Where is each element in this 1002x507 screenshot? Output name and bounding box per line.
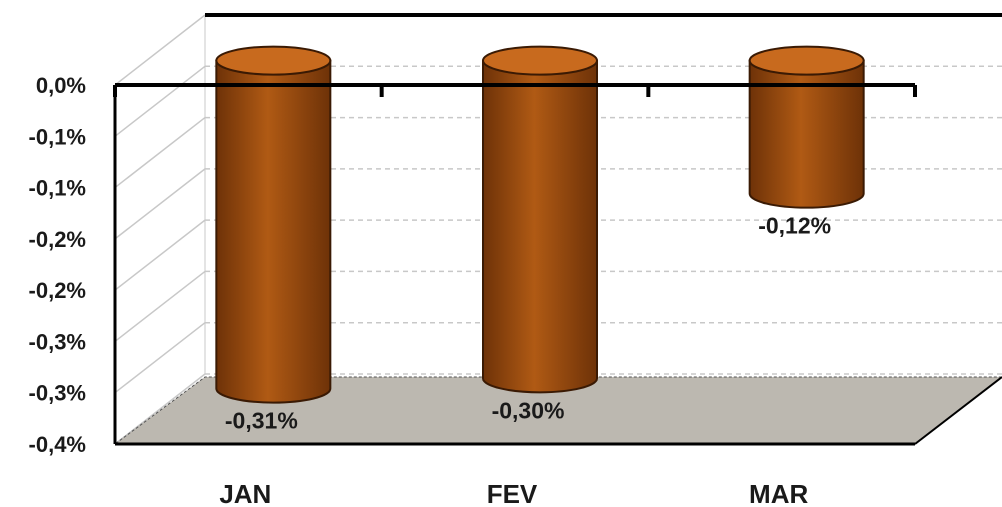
x-axis-tick-labels: JAN FEV MAR xyxy=(219,479,808,507)
y-tick-label: -0,3% xyxy=(29,381,86,406)
bar-mar xyxy=(748,45,865,209)
data-label: -0,30% xyxy=(492,397,565,423)
data-label: -0,12% xyxy=(758,213,831,239)
bar-body xyxy=(215,59,332,404)
bar-top xyxy=(748,45,865,76)
grid-lines xyxy=(114,14,1002,445)
y-axis-tick-labels: 0,0% -0,1% -0,1% -0,2% -0,2% -0,3% -0,3% -0,4% xyxy=(29,73,86,457)
bar-body xyxy=(482,59,598,394)
bar-series xyxy=(215,45,865,404)
x-tick-label: JAN xyxy=(219,479,271,507)
bar-jan xyxy=(215,45,332,404)
floor-right-edge xyxy=(914,376,1002,445)
bar-body xyxy=(748,59,865,209)
y-tick-label: -0,1% xyxy=(29,124,86,149)
chart-floor xyxy=(113,376,1002,445)
y-tick-label: 0,0% xyxy=(36,73,86,98)
gridline-side xyxy=(114,322,206,394)
y-tick-label: -0,3% xyxy=(29,329,86,354)
bar-top xyxy=(215,45,332,76)
y-tick-label: -0,4% xyxy=(29,432,86,457)
y-tick-label: -0,1% xyxy=(29,176,86,201)
gridline-side xyxy=(114,270,206,343)
x-tick-label: FEV xyxy=(487,479,538,507)
gridline-side xyxy=(114,168,206,240)
gridline-side xyxy=(114,65,206,137)
bar-top xyxy=(482,45,598,76)
y-tick-label: -0,2% xyxy=(29,227,86,252)
gridline-side xyxy=(114,116,206,189)
data-label: -0,31% xyxy=(225,408,298,434)
data-labels: -0,31% -0,30% -0,12% xyxy=(225,213,831,434)
gridline-side xyxy=(114,219,206,291)
bar-fev xyxy=(482,45,598,394)
axes xyxy=(113,13,1002,446)
x-tick-label: MAR xyxy=(749,479,808,507)
y-tick-label: -0,2% xyxy=(29,278,86,303)
gridline-side xyxy=(114,14,206,86)
